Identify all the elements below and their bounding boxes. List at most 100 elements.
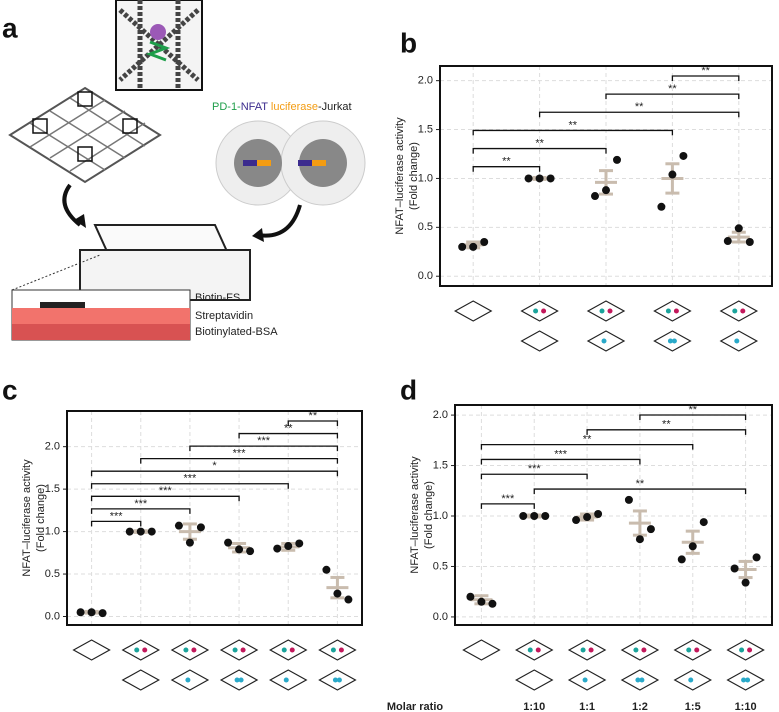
schematic: Biotin-FS Streptavidin Biotinylated-BSA … xyxy=(8,0,366,341)
y-axis-label: (Fold change) xyxy=(423,481,435,549)
data-point xyxy=(295,539,304,548)
plot-frame xyxy=(66,410,363,626)
sig-bracket xyxy=(140,457,339,464)
y-axis-label: (Fold change) xyxy=(408,142,420,210)
data-point xyxy=(136,527,145,536)
icon xyxy=(170,639,210,661)
data-point xyxy=(235,545,244,554)
icon-dot xyxy=(694,647,700,653)
icon-dot xyxy=(234,677,240,683)
data-point xyxy=(76,608,85,617)
y-tick-label: 2.0 xyxy=(433,409,448,421)
data-point xyxy=(224,538,233,547)
cell-label-part: luciferase xyxy=(268,101,318,113)
row-label: 1:10 xyxy=(523,701,545,712)
icon xyxy=(121,669,160,691)
sig-label: ** xyxy=(688,404,697,416)
data-point xyxy=(98,609,107,618)
sig-bracket xyxy=(605,93,740,100)
sig-bracket xyxy=(90,495,240,502)
icon-dot xyxy=(641,647,647,653)
icon-dot xyxy=(533,308,539,314)
data-point xyxy=(752,553,761,562)
data-point xyxy=(477,597,486,606)
icon-dot xyxy=(232,647,238,653)
icon-dot xyxy=(601,338,607,344)
row-title: Molar ratio xyxy=(387,701,444,712)
icon-dot xyxy=(607,308,613,314)
icon xyxy=(121,639,160,661)
icon xyxy=(719,300,759,322)
sig-label: ** xyxy=(701,65,710,77)
icon xyxy=(520,300,559,322)
data-point xyxy=(185,538,194,547)
sig-label: ** xyxy=(635,101,644,113)
icon xyxy=(462,639,501,661)
data-point xyxy=(688,542,697,551)
y-axis-label: NFAT–luciferase activity xyxy=(409,456,421,574)
sig-bracket xyxy=(189,445,339,452)
y-tick-label: 0.0 xyxy=(418,270,433,282)
sig-bracket xyxy=(586,429,747,435)
sig-label: *** xyxy=(233,448,247,460)
cell-label: PD-1-NFAT luciferase-Jurkat xyxy=(212,101,352,113)
icon xyxy=(673,639,712,661)
data-point xyxy=(273,544,282,553)
icon-dot xyxy=(332,677,338,683)
sig-bracket xyxy=(480,443,694,450)
icon-dot xyxy=(582,677,588,683)
data-point xyxy=(734,224,743,233)
sig-label: ** xyxy=(502,156,511,168)
icon-dot xyxy=(732,308,738,314)
data-point xyxy=(125,527,134,536)
sig-bracket xyxy=(671,75,740,81)
data-point xyxy=(657,202,666,211)
sig-label: ** xyxy=(535,137,544,149)
icon-dot xyxy=(673,308,679,314)
sig-bracket xyxy=(538,111,740,118)
data-point xyxy=(469,242,478,251)
cell-label-part: PD-1- xyxy=(212,101,241,113)
sig-bracket xyxy=(90,483,289,489)
icon-dot xyxy=(741,677,747,683)
icon-dot xyxy=(336,677,342,683)
icon-dot xyxy=(185,677,191,683)
icon-dot xyxy=(667,338,673,344)
icon-dot xyxy=(134,647,140,653)
icon-dot xyxy=(633,647,639,653)
sig-bracket xyxy=(472,129,674,136)
sig-bracket xyxy=(480,458,641,465)
sig-label: *** xyxy=(528,463,542,475)
y-tick-label: 0.0 xyxy=(45,610,60,622)
layer-label: Biotin-FS xyxy=(195,292,240,304)
icon-dot xyxy=(283,677,289,683)
icon-dot xyxy=(238,677,244,683)
icon-dot xyxy=(330,647,336,653)
data-point xyxy=(519,512,528,521)
icon-dot xyxy=(599,308,605,314)
sig-label: *** xyxy=(257,435,271,447)
sig-bracket xyxy=(480,503,535,509)
data-point xyxy=(602,186,610,195)
data-point xyxy=(524,174,533,183)
y-tick-label: 2.0 xyxy=(418,75,433,87)
icon-dot xyxy=(289,647,295,653)
icon xyxy=(515,639,554,661)
panel-label: d xyxy=(400,374,417,405)
icon xyxy=(318,639,357,661)
sig-label: *** xyxy=(554,448,568,460)
sig-label: ** xyxy=(636,478,645,490)
y-tick-label: 0.5 xyxy=(418,221,433,233)
icon-dot xyxy=(665,308,671,314)
data-point xyxy=(624,495,633,504)
plot-frame xyxy=(454,404,773,626)
y-tick-label: 1.0 xyxy=(45,525,60,537)
y-tick-label: 1.5 xyxy=(418,123,433,135)
data-point xyxy=(591,192,599,201)
y-tick-label: 0.5 xyxy=(45,568,60,580)
icon xyxy=(72,639,111,661)
y-tick-label: 1.5 xyxy=(433,459,448,471)
data-point xyxy=(466,592,475,601)
y-axis-label: NFAT–luciferase activity xyxy=(394,117,406,235)
